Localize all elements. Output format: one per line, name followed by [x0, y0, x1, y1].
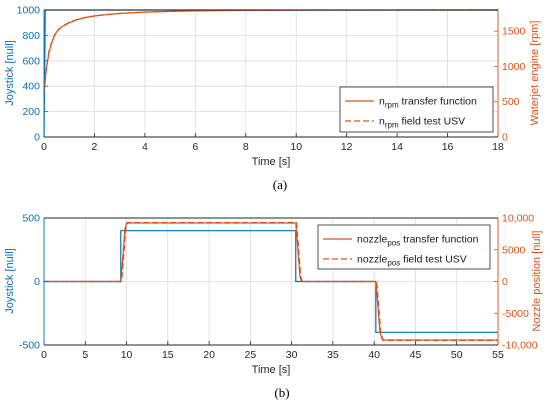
x-tick-label: 18 [492, 141, 504, 153]
chart-panel-b: 0 5 10 15 20 25 30 35 40 45 50 55-5000500-10,000-50… [4, 213, 543, 401]
y-right-tick-label: 1500 [502, 26, 526, 38]
y-right-tick-label: 500 [502, 96, 520, 108]
y-left-tick-label: 200 [22, 106, 40, 118]
series-field-test-line [44, 221, 498, 342]
y-right-tick-label: 5000 [502, 244, 526, 256]
panel-label-b: (b) [274, 385, 289, 400]
x-tick-label: 5 [82, 349, 88, 361]
chart-panel-a: 0 2 4 6 8 10 12 14 16 180200400600800100005001000… [4, 5, 541, 193]
x-tick-label: 16 [442, 141, 454, 153]
x-tick-label: 10 [290, 141, 302, 153]
axes-a: 0 2 4 6 8 10 12 14 16 180200400600800100005001000… [17, 5, 526, 154]
x-tick-label: 0 [41, 349, 47, 361]
series-field-test-line [43, 9, 499, 92]
y-right-tick-label: 0 [502, 132, 508, 144]
legend-entry-label: nrpm field test USV [379, 116, 465, 130]
x-axis-label-a: Time [s] [252, 156, 291, 168]
x-tick-label: 20 [203, 349, 215, 361]
y-left-tick-label: 800 [22, 30, 40, 42]
x-tick-label: 6 [192, 141, 198, 153]
x-tick-label: 12 [341, 141, 353, 153]
y-axis-label-right-b: Nozzle position [null] [531, 231, 543, 332]
y-left-tick-label: 1000 [17, 5, 41, 17]
y-right-tick-label: 0 [502, 276, 508, 288]
y-right-tick-label: 10,000 [502, 213, 534, 225]
x-tick-label: 40 [368, 349, 380, 361]
series-b [44, 221, 498, 342]
y-left-tick-label: 400 [22, 81, 40, 93]
x-tick-label: 4 [142, 141, 148, 153]
series-transfer-function-line [44, 222, 498, 341]
x-tick-label: 45 [410, 349, 422, 361]
x-tick-label: 25 [245, 349, 257, 361]
y-axis-label-left-a: Joystick [null] [4, 40, 16, 105]
legend-a: nrpm transfer function nrpm field test US… [339, 86, 494, 133]
x-tick-label: 55 [492, 349, 504, 361]
x-tick-label: 10 [121, 349, 133, 361]
legend-entry-label: nrpm transfer function [379, 96, 477, 110]
y-right-tick-label: -10,000 [502, 340, 538, 352]
legend-b: nozzlepos transfer function nozzlepos fie… [317, 224, 491, 270]
x-tick-label: 35 [327, 349, 339, 361]
y-left-tick-label: -500 [19, 340, 40, 352]
y-left-tick-label: 0 [34, 276, 40, 288]
series-joystick-line [44, 230, 498, 333]
legend-entry-label: nozzlepos transfer function [357, 234, 479, 248]
x-tick-label: 8 [243, 141, 249, 153]
x-tick-label: 14 [391, 141, 403, 153]
panel-label-a: (a) [273, 177, 287, 192]
x-tick-label: 50 [451, 349, 463, 361]
y-axis-label-left-b: Joystick [null] [4, 248, 16, 313]
x-tick-label: 0 [41, 141, 47, 153]
y-left-tick-label: 500 [22, 213, 40, 225]
axes-b: 0 5 10 15 20 25 30 35 40 45 50 55-5000500-10,000-50… [19, 213, 538, 362]
x-tick-label: 2 [92, 141, 98, 153]
legend-box [317, 224, 491, 270]
x-tick-label: 15 [162, 349, 174, 361]
x-tick-label: 30 [286, 349, 298, 361]
y-left-tick-label: 600 [22, 55, 40, 67]
y-left-tick-label: 0 [34, 132, 40, 144]
x-axis-label-b: Time [s] [252, 364, 291, 376]
y-axis-label-right-a: Waterjet engine [rpm] [529, 21, 541, 126]
legend-box [339, 86, 494, 133]
y-right-tick-label: -5000 [502, 308, 529, 320]
y-right-tick-label: 1000 [502, 61, 526, 73]
legend-entry-label: nozzlepos field test USV [357, 254, 467, 268]
